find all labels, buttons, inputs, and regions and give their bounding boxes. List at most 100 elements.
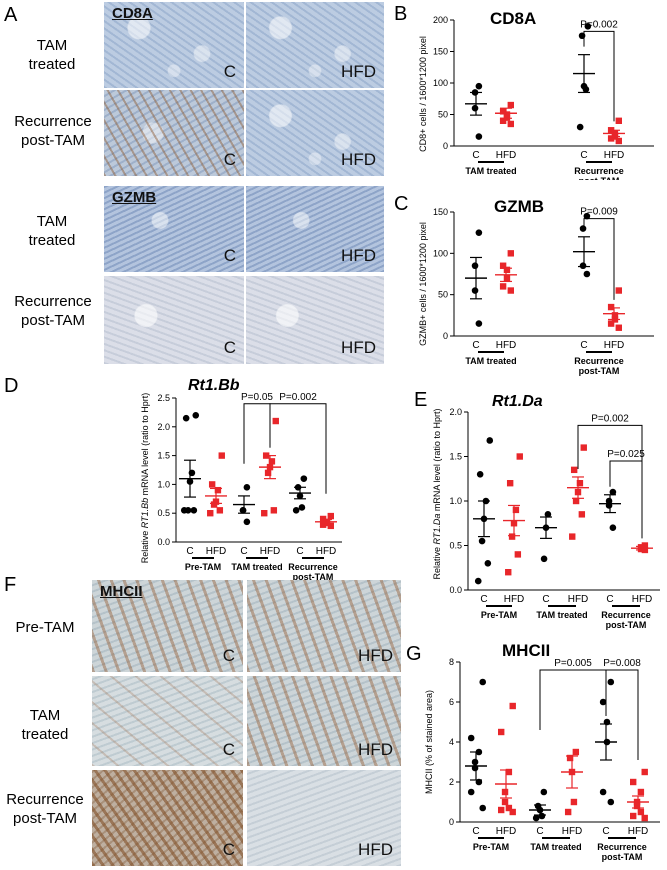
data-point-hfd — [641, 814, 648, 822]
data-point-control — [243, 483, 251, 491]
chart-rt1bb: D Rt1.Bb 0.0 0.5 1.0 1.5 2.0 2.5 Relative RT1.Bb… — [4, 375, 342, 580]
data-point-hfd — [327, 512, 334, 520]
y-tick-label: 100 — [433, 248, 448, 258]
data-point-hfd — [208, 481, 216, 488]
data-point-control — [180, 507, 188, 514]
panel-letter-g: G — [406, 643, 422, 665]
panel-label-f: F — [4, 574, 17, 596]
data-point-control — [475, 133, 483, 140]
p-value-label: P=0.002 — [591, 413, 629, 424]
data-point-control — [182, 414, 190, 422]
chart-mhcii: G MHCII 0 2 4 6 8 MHCII (% of stained area) C HFD… — [406, 641, 660, 862]
data-point-hfd — [503, 266, 511, 274]
data-point-control — [584, 23, 592, 30]
x-tick-label: HFD — [496, 340, 517, 351]
data-point-control — [474, 577, 482, 585]
p-value-label: P=0.009 — [580, 207, 618, 218]
data-point-hfd — [615, 117, 622, 124]
data-point-control — [540, 788, 548, 796]
y-tick-label: 150 — [433, 207, 448, 217]
y-tick-label: 2.0 — [157, 422, 170, 432]
x-tick-label: HFD — [316, 546, 337, 557]
group-label: TAM treated — [536, 610, 587, 620]
data-point-hfd — [509, 808, 516, 816]
data-point-control — [292, 507, 300, 514]
y-axis-label-part: RT1.Da — [432, 514, 442, 545]
data-point-hfd — [272, 417, 279, 425]
data-point-hfd — [615, 324, 622, 331]
y-tick-label: 1.0 — [449, 496, 462, 506]
micrograph-mhcii-rec-c: C — [92, 770, 243, 866]
data-point-hfd — [501, 798, 509, 806]
group-label: Recurrence — [574, 356, 624, 366]
data-point-hfd — [218, 452, 225, 459]
data-point-control — [583, 212, 591, 220]
data-point-hfd — [216, 507, 224, 514]
stain-label-gzmb: GZMB — [112, 189, 157, 206]
data-point-hfd — [214, 486, 222, 494]
data-point-hfd — [572, 748, 580, 756]
x-tick-label: HFD — [504, 594, 525, 605]
data-point-hfd — [512, 506, 520, 514]
p-value-bracket — [583, 30, 615, 122]
data-point-control — [484, 560, 492, 567]
data-point-control — [475, 82, 483, 90]
y-tick-label: 0.0 — [157, 537, 170, 547]
x-tick-label: C — [472, 150, 479, 161]
data-point-hfd — [576, 480, 584, 487]
data-point-control — [579, 262, 587, 270]
p-value-label: P=0.008 — [603, 658, 641, 669]
data-point-hfd — [516, 453, 523, 460]
chart-title-g: MHCII — [502, 641, 550, 660]
data-point-hfd — [501, 788, 509, 796]
data-point-hfd — [210, 501, 218, 508]
x-tick-label: HFD — [260, 546, 281, 557]
data-point-hfd — [327, 522, 334, 530]
y-axis-label-part: RT1.Bb — [140, 498, 150, 528]
data-point-hfd — [505, 569, 512, 576]
data-point-control — [471, 104, 479, 112]
data-point-hfd — [607, 320, 615, 327]
y-tick-label: 6 — [449, 697, 454, 707]
data-point-hfd — [633, 802, 641, 810]
micrograph-mhcii-pre-hfd: HFD — [247, 580, 401, 672]
data-point-hfd — [503, 114, 511, 121]
data-point-hfd — [498, 728, 505, 736]
data-point-hfd — [630, 812, 637, 820]
chart-gzmb: C GZMB 0 50 100 150 GZMB+ cells / 1600*1200 pi… — [394, 193, 654, 376]
y-axis-label-part: mRNA level (ratio to Hprt) — [432, 409, 442, 514]
data-point-control — [190, 507, 198, 514]
data-point-hfd — [514, 551, 522, 558]
micrograph-mhcii-rec-hfd: HFD — [247, 770, 401, 866]
y-tick-label: 0.5 — [157, 508, 170, 518]
data-point-hfd — [207, 510, 214, 517]
y-axis-label: CD8+ cells / 1600*1200 pixel — [418, 36, 428, 152]
group-label: Recurrence — [597, 842, 647, 852]
row-label-recurrence-a: Recurrence post-TAM — [14, 113, 92, 149]
chart-cd8a: B CD8A 0 50 100 150 200 CD8+ cells / 1600*1200 … — [394, 3, 654, 180]
data-point-hfd — [637, 808, 645, 816]
data-point-hfd — [499, 283, 507, 290]
x-tick-label: C — [240, 546, 247, 557]
y-axis-label: MHCII (% of stained area) — [424, 690, 434, 794]
group-label: post-TAM — [579, 176, 620, 180]
data-point-hfd — [323, 519, 331, 527]
p-value-label: P=0.025 — [607, 449, 645, 460]
y-tick-label: 1.5 — [157, 451, 170, 461]
data-point-control — [540, 555, 548, 563]
data-point-hfd — [264, 469, 272, 477]
micrograph-cd8a-rec-hfd: HFD — [246, 90, 384, 176]
group-label: TAM treated — [231, 562, 282, 572]
data-point-control — [599, 788, 607, 796]
data-point-control — [471, 758, 479, 766]
data-point-control — [192, 411, 200, 419]
x-tick-label: HFD — [562, 826, 583, 837]
data-point-control — [486, 437, 494, 444]
row-label-tam-treated-a: TAM treated — [28, 37, 76, 73]
data-point-hfd — [498, 806, 505, 814]
y-tick-label: 50 — [438, 290, 448, 300]
data-point-control — [532, 814, 540, 822]
data-point-control — [478, 537, 486, 545]
data-point-hfd — [268, 458, 276, 465]
micrograph-cd8a-tam-c: CD8A C — [104, 2, 244, 88]
